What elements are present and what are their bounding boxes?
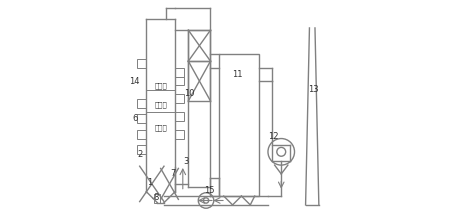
Bar xyxy=(219,54,259,196)
Bar xyxy=(137,59,146,68)
Text: 燃尽区: 燃尽区 xyxy=(155,83,167,89)
Bar xyxy=(175,94,184,103)
Bar xyxy=(175,112,184,121)
Bar xyxy=(137,145,146,154)
Text: 还原区: 还原区 xyxy=(155,101,167,108)
Text: 14: 14 xyxy=(129,77,140,86)
Bar xyxy=(175,68,184,77)
Text: 1: 1 xyxy=(147,178,152,187)
Text: 15: 15 xyxy=(204,186,215,195)
Text: 6: 6 xyxy=(133,114,138,123)
Text: 10: 10 xyxy=(184,89,195,98)
Bar xyxy=(175,77,184,85)
Text: 11: 11 xyxy=(232,70,242,79)
Bar xyxy=(137,99,146,108)
Text: 7: 7 xyxy=(170,169,175,179)
Bar xyxy=(137,114,146,123)
Bar xyxy=(137,130,146,139)
Text: 2: 2 xyxy=(137,150,143,159)
Text: 主燃区: 主燃区 xyxy=(155,124,167,131)
Bar xyxy=(175,130,184,139)
Text: 12: 12 xyxy=(268,132,279,141)
Text: 8: 8 xyxy=(154,193,159,202)
Text: 13: 13 xyxy=(308,85,319,94)
Bar xyxy=(154,194,160,203)
Text: 3: 3 xyxy=(183,157,189,166)
